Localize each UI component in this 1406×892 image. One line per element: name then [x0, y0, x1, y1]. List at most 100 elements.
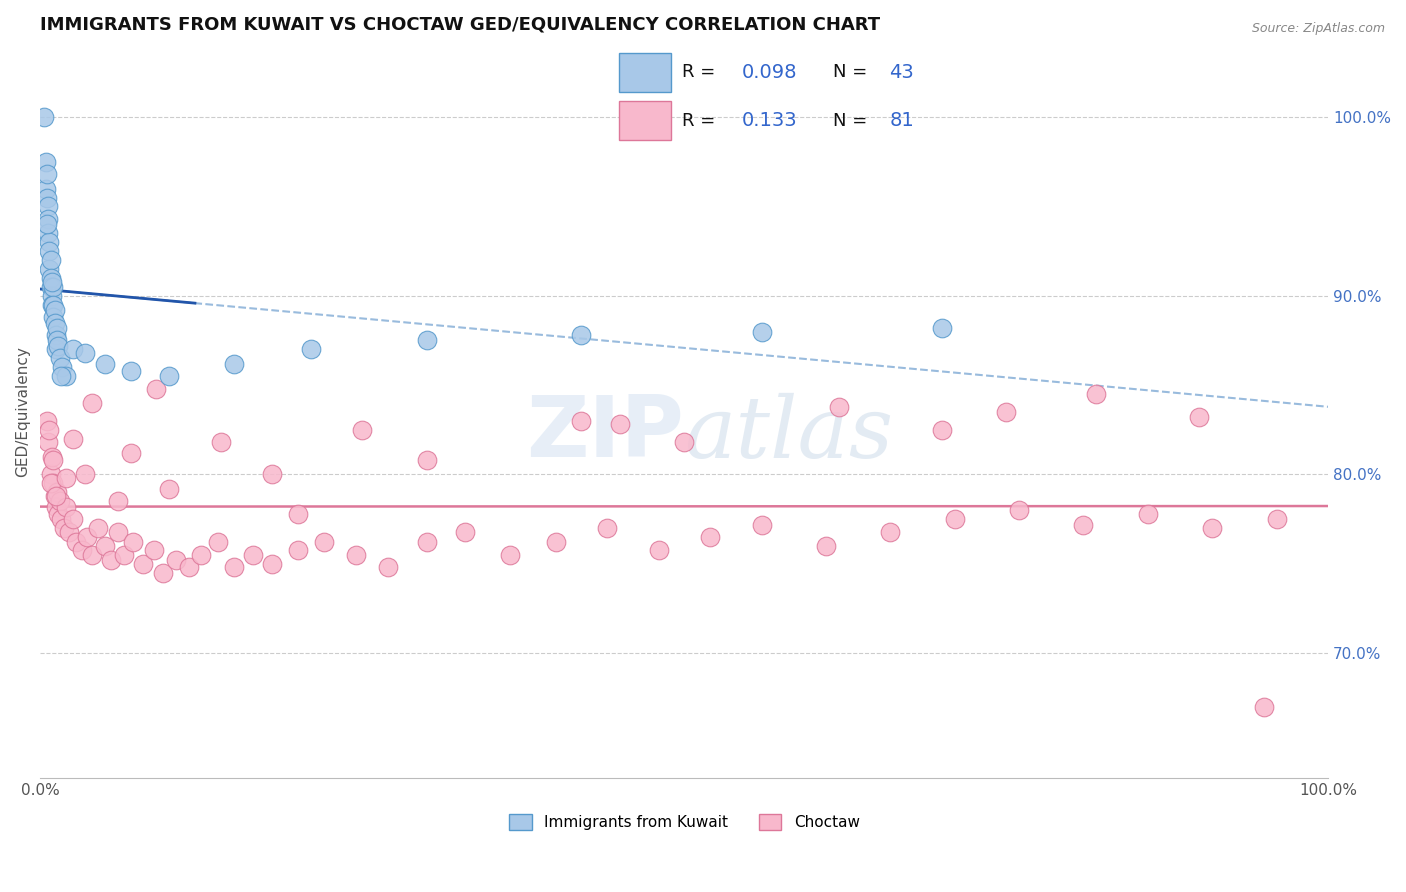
Point	[416, 334, 439, 348]
Point	[75, 346, 97, 360]
Text: N =: N =	[832, 63, 873, 81]
Point	[1073, 517, 1095, 532]
Text: 0.098: 0.098	[742, 62, 797, 82]
Point	[931, 423, 953, 437]
Point	[44, 489, 66, 503]
Point	[35, 190, 58, 204]
Point	[39, 280, 62, 294]
Point	[41, 298, 63, 312]
Point	[1253, 699, 1275, 714]
FancyBboxPatch shape	[619, 101, 672, 140]
Point	[352, 423, 374, 437]
Point	[100, 553, 122, 567]
Point	[46, 334, 69, 348]
Point	[287, 542, 309, 557]
Point	[42, 280, 65, 294]
Point	[943, 512, 966, 526]
Text: N =: N =	[832, 112, 873, 129]
Point	[112, 548, 135, 562]
Point	[35, 414, 58, 428]
Point	[42, 453, 65, 467]
Point	[596, 521, 619, 535]
Point	[38, 235, 60, 250]
Point	[42, 310, 65, 325]
Point	[165, 553, 187, 567]
Point	[55, 500, 77, 514]
Point	[287, 507, 309, 521]
Point	[62, 432, 84, 446]
Point	[122, 535, 145, 549]
Point	[55, 369, 77, 384]
Point	[48, 494, 70, 508]
Point	[34, 154, 56, 169]
Point	[209, 435, 232, 450]
Point	[76, 530, 98, 544]
Point	[41, 450, 63, 464]
Point	[37, 435, 59, 450]
Point	[299, 343, 322, 357]
Point	[37, 211, 59, 226]
Point	[45, 328, 67, 343]
Point	[190, 548, 212, 562]
Point	[132, 557, 155, 571]
Point	[145, 382, 167, 396]
Point	[1188, 410, 1211, 425]
Point	[62, 343, 84, 357]
Point	[37, 227, 59, 241]
Point	[51, 360, 73, 375]
Point	[609, 417, 631, 432]
Point	[1136, 507, 1159, 521]
Point	[94, 539, 117, 553]
Point	[569, 414, 592, 428]
Point	[46, 321, 69, 335]
Point	[35, 218, 58, 232]
Point	[207, 535, 229, 549]
Point	[344, 548, 367, 562]
Point	[699, 530, 721, 544]
Text: Source: ZipAtlas.com: Source: ZipAtlas.com	[1251, 22, 1385, 36]
Point	[87, 521, 110, 535]
Point	[44, 316, 66, 330]
Point	[45, 500, 67, 514]
Point	[454, 524, 477, 539]
Point	[39, 271, 62, 285]
Point	[80, 396, 103, 410]
Point	[80, 548, 103, 562]
Legend: Immigrants from Kuwait, Choctaw: Immigrants from Kuwait, Choctaw	[503, 808, 866, 837]
Point	[52, 521, 75, 535]
Point	[879, 524, 901, 539]
Point	[177, 560, 200, 574]
Point	[312, 535, 335, 549]
Point	[673, 435, 696, 450]
Point	[44, 303, 66, 318]
Point	[262, 557, 284, 571]
Point	[222, 560, 245, 574]
Point	[262, 467, 284, 482]
Point	[37, 199, 59, 213]
Text: 43: 43	[890, 62, 914, 82]
Point	[94, 357, 117, 371]
Point	[46, 485, 69, 500]
Point	[38, 244, 60, 259]
Y-axis label: GED/Equivalency: GED/Equivalency	[15, 346, 30, 477]
Point	[107, 524, 129, 539]
Point	[647, 542, 669, 557]
Point	[39, 253, 62, 268]
Point	[49, 369, 72, 384]
Point	[65, 535, 87, 549]
Point	[931, 321, 953, 335]
Point	[75, 467, 97, 482]
Point	[157, 482, 180, 496]
Point	[48, 351, 70, 366]
Point	[377, 560, 399, 574]
Point	[38, 262, 60, 277]
Point	[48, 507, 70, 521]
Text: R =: R =	[682, 63, 721, 81]
Point	[42, 476, 65, 491]
Point	[995, 405, 1018, 419]
Point	[62, 512, 84, 526]
Point	[35, 167, 58, 181]
Text: 0.133: 0.133	[742, 111, 797, 130]
Point	[814, 539, 837, 553]
Point	[751, 517, 773, 532]
